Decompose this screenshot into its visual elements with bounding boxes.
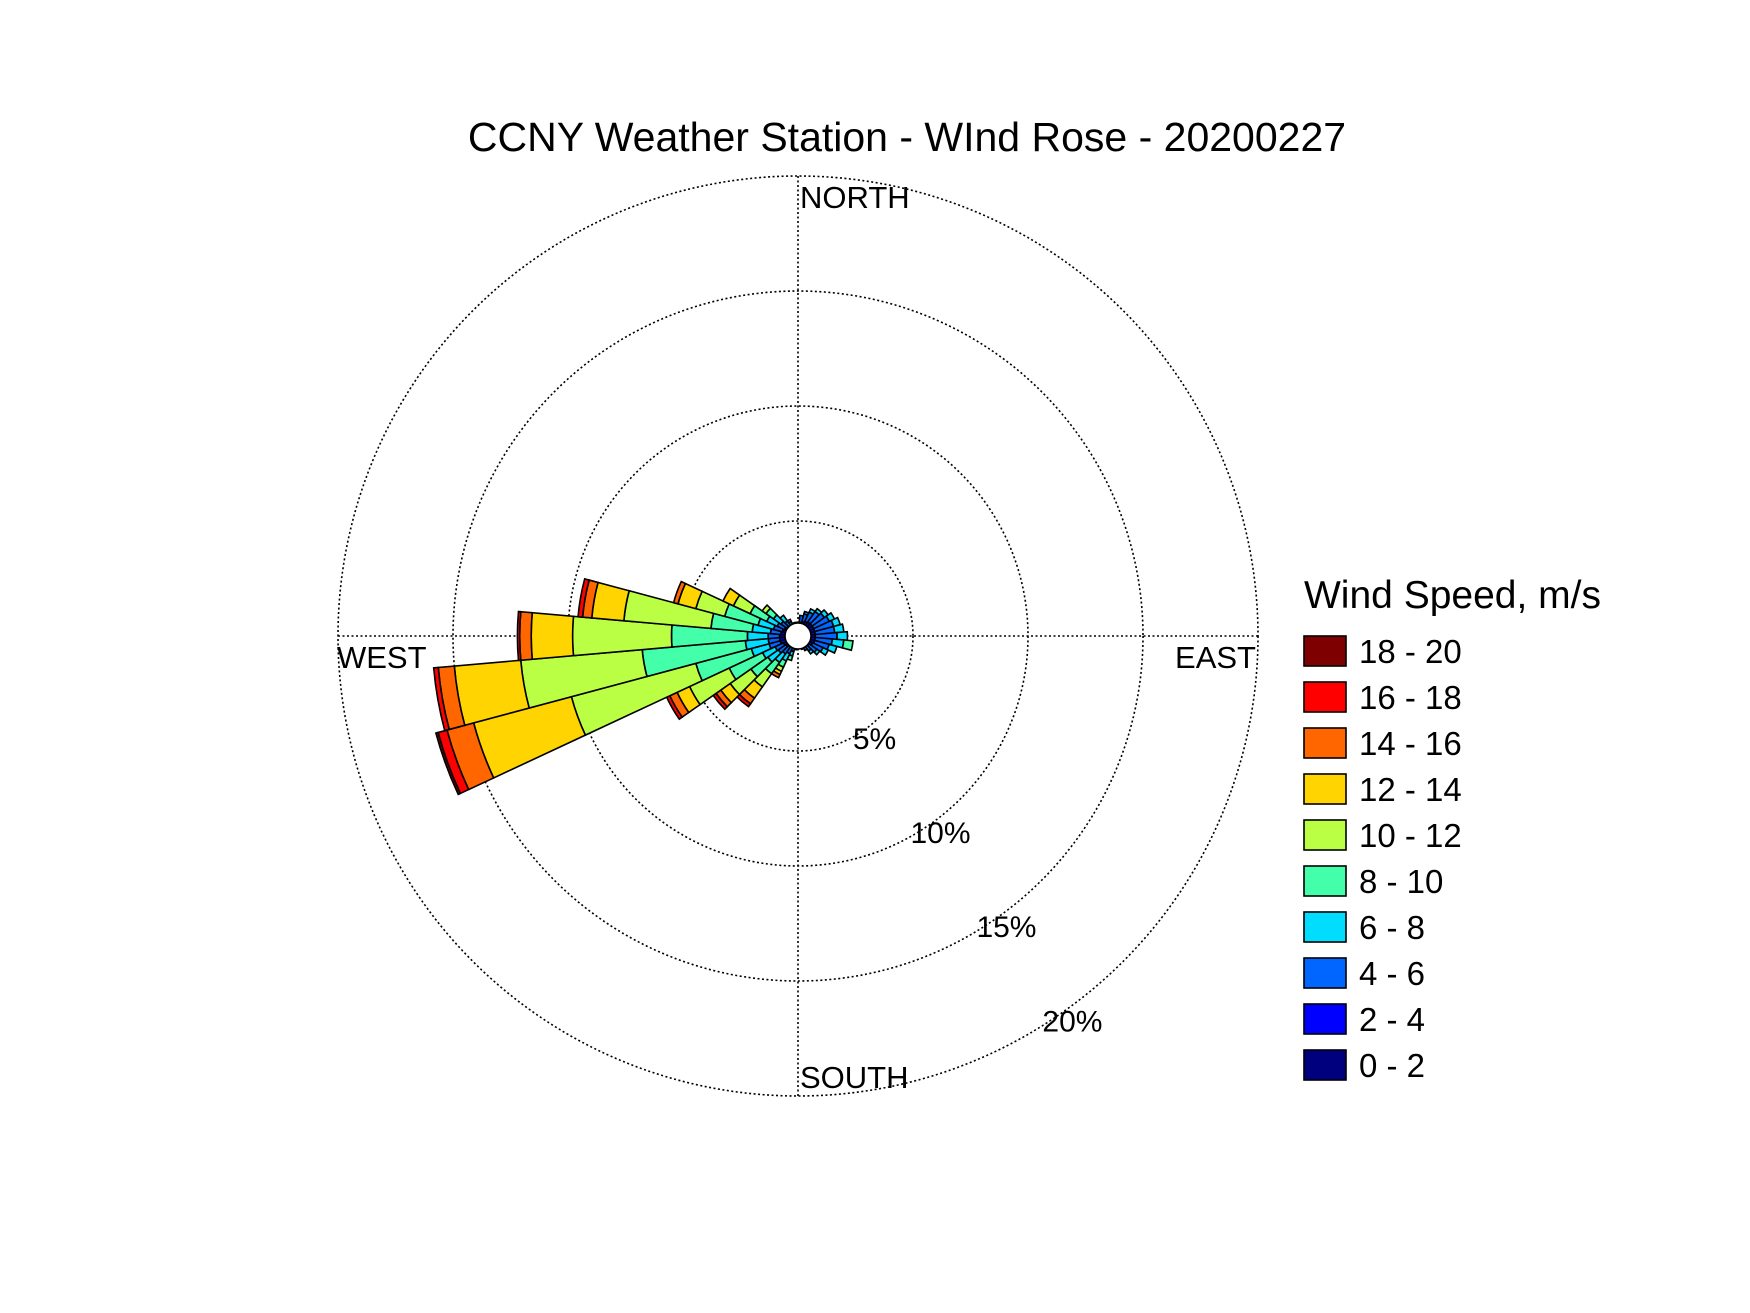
- radial-tick-label: 10%: [910, 817, 970, 850]
- legend-label: 2 - 4: [1359, 1001, 1425, 1038]
- direction-label-east: EAST: [1175, 640, 1256, 675]
- chart-title: CCNY Weather Station - WInd Rose - 20200…: [468, 114, 1346, 160]
- sector-140-bin-3: [807, 647, 815, 656]
- legend-label: 0 - 2: [1359, 1047, 1425, 1084]
- legend-items: 18 - 20 16 - 18 14 - 16 12 - 14 10 - 12 8 - 1…: [1303, 633, 1462, 1084]
- radial-tick-labels: 5% 10% 15% 20%: [853, 723, 1103, 1039]
- legend-swatch: [1303, 727, 1347, 759]
- legend-label: 4 - 6: [1359, 955, 1425, 992]
- calm-center-circle: [784, 622, 812, 650]
- sector-280-bin-8: [577, 577, 591, 619]
- radial-tick-label: 15%: [976, 911, 1036, 944]
- legend-swatch: [1303, 911, 1347, 943]
- legend-label: 10 - 12: [1359, 817, 1462, 854]
- direction-label-north: NORTH: [800, 180, 910, 215]
- legend-swatch: [1303, 819, 1347, 851]
- polar-grid: [337, 175, 1259, 1097]
- sector-110-bin-3: [826, 643, 838, 655]
- sector-270-bin-7: [518, 610, 534, 662]
- sector-290-bin-7: [672, 580, 687, 605]
- legend-title: Wind Speed, m/s: [1304, 574, 1601, 617]
- sector-100-bin-4: [841, 639, 854, 652]
- sector-120-bin-3: [819, 646, 830, 657]
- legend-swatch: [1303, 773, 1347, 805]
- legend-swatch: [1303, 635, 1347, 667]
- legend: Wind Speed, m/s 18 - 20 16 - 18 14 - 16 12 …: [1303, 574, 1601, 1084]
- legend-label: 8 - 10: [1359, 863, 1443, 900]
- legend-swatch: [1303, 957, 1347, 989]
- direction-label-south: SOUTH: [800, 1060, 909, 1095]
- sector-320-bin-3: [778, 614, 789, 625]
- sector-270-bin-6: [530, 611, 575, 661]
- legend-swatch: [1303, 1049, 1347, 1081]
- direction-label-west: WEST: [337, 640, 427, 675]
- sector-260-bin-8: [432, 666, 451, 732]
- sector-310-bin-5: [761, 603, 772, 615]
- sector-330-bin-3: [786, 618, 793, 624]
- radial-tick-label: 5%: [853, 723, 896, 756]
- legend-label: 16 - 18: [1359, 679, 1462, 716]
- sector-250-bin-9: [434, 731, 462, 796]
- sector-270-bin-8: [516, 610, 522, 662]
- legend-swatch: [1303, 865, 1347, 897]
- legend-label: 12 - 14: [1359, 771, 1462, 808]
- grid-ring-15: [452, 290, 1144, 982]
- sector-130-bin-3: [813, 648, 821, 656]
- legend-label: 14 - 16: [1359, 725, 1462, 762]
- legend-swatch: [1303, 681, 1347, 713]
- legend-label: 18 - 20: [1359, 633, 1462, 670]
- legend-label: 6 - 8: [1359, 909, 1425, 946]
- sector-300-bin-6: [721, 587, 741, 607]
- radial-tick-label: 20%: [1042, 1005, 1102, 1038]
- legend-swatch: [1303, 1003, 1347, 1035]
